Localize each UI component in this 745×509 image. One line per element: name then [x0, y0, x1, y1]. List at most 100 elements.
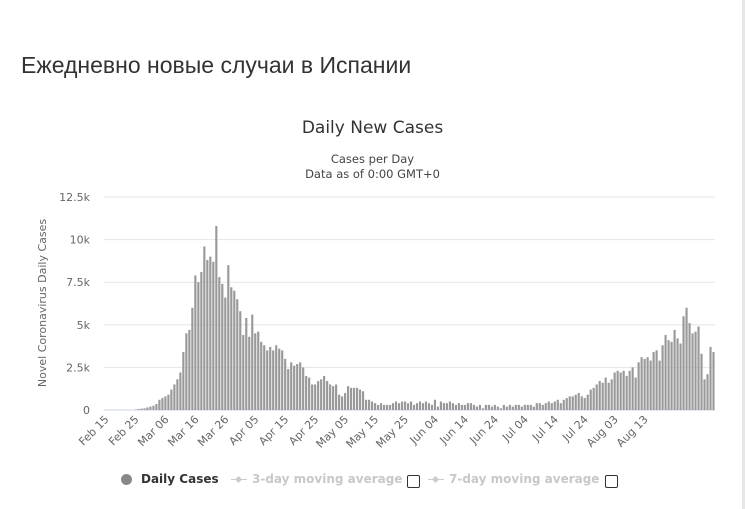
bar[interactable] [694, 331, 697, 410]
legend-item-3-day-average[interactable]: 3-day moving average [231, 472, 402, 486]
bar[interactable] [161, 398, 164, 410]
bar[interactable] [469, 403, 472, 410]
bar[interactable] [197, 282, 200, 410]
bar[interactable] [391, 403, 395, 410]
bar[interactable] [619, 372, 622, 410]
bar[interactable] [685, 307, 688, 410]
bar[interactable] [637, 362, 640, 410]
bar[interactable] [517, 404, 520, 410]
bar[interactable] [164, 396, 167, 410]
legend-checkbox-3-day-average[interactable] [407, 475, 420, 488]
bar[interactable] [538, 403, 541, 410]
bar[interactable] [287, 369, 290, 410]
bar[interactable] [167, 394, 170, 410]
bar[interactable] [607, 382, 610, 410]
bar[interactable] [457, 403, 460, 410]
bar[interactable] [466, 403, 469, 410]
bar[interactable] [451, 403, 455, 410]
bar[interactable] [439, 401, 443, 410]
bar[interactable] [577, 392, 580, 410]
bar[interactable] [376, 404, 380, 410]
bar[interactable] [565, 398, 568, 410]
bar[interactable] [664, 335, 667, 410]
bar[interactable] [191, 307, 194, 410]
bar[interactable] [430, 404, 434, 410]
bar[interactable] [433, 399, 437, 410]
bar[interactable] [502, 404, 505, 410]
bar[interactable] [658, 360, 661, 410]
bar[interactable] [155, 404, 158, 410]
bar[interactable] [394, 401, 398, 410]
legend-checkbox-7-day-average[interactable] [605, 475, 618, 488]
bar[interactable] [212, 261, 215, 410]
bar[interactable] [320, 379, 323, 410]
bar[interactable] [508, 404, 511, 410]
bar[interactable] [610, 379, 613, 410]
legend-item-daily-cases[interactable]: Daily Cases [121, 472, 219, 486]
bar[interactable] [679, 343, 682, 410]
bar[interactable] [245, 317, 248, 410]
bar[interactable] [373, 403, 377, 410]
bar[interactable] [182, 352, 185, 410]
bar[interactable] [403, 401, 407, 410]
bar[interactable] [703, 379, 706, 410]
bar[interactable] [242, 335, 245, 410]
bar[interactable] [544, 403, 547, 410]
bar[interactable] [311, 384, 314, 410]
bar[interactable] [170, 389, 173, 410]
bar[interactable] [218, 277, 221, 410]
bar[interactable] [272, 350, 275, 410]
bar[interactable] [442, 403, 446, 410]
bar[interactable] [188, 329, 191, 410]
bar[interactable] [682, 316, 685, 410]
bar[interactable] [478, 404, 481, 410]
bar[interactable] [547, 401, 550, 410]
bar[interactable] [634, 377, 637, 410]
bar[interactable] [185, 333, 188, 410]
bar[interactable] [308, 377, 311, 410]
bar[interactable] [622, 370, 625, 410]
legend-item-7-day-average[interactable]: 7-day moving average [428, 472, 599, 486]
bar[interactable] [233, 290, 236, 410]
bar[interactable] [493, 404, 496, 410]
bar[interactable] [424, 401, 428, 410]
bar[interactable] [640, 357, 643, 410]
bar[interactable] [460, 404, 463, 410]
bar[interactable] [284, 358, 287, 410]
bar[interactable] [263, 345, 266, 410]
bar[interactable] [239, 311, 242, 410]
bar[interactable] [257, 331, 260, 410]
bar[interactable] [143, 408, 146, 410]
bar[interactable] [649, 360, 652, 410]
bar[interactable] [397, 403, 401, 410]
bar[interactable] [275, 345, 278, 410]
bar[interactable] [481, 408, 484, 410]
bar[interactable] [224, 297, 227, 410]
bar[interactable] [149, 406, 152, 410]
bar[interactable] [359, 389, 362, 410]
bar[interactable] [598, 381, 601, 410]
bar[interactable] [700, 353, 703, 410]
bar[interactable] [448, 401, 452, 410]
bar[interactable] [179, 372, 182, 410]
bar[interactable] [338, 394, 341, 410]
bar[interactable] [293, 365, 296, 410]
bar[interactable] [248, 336, 251, 410]
bar[interactable] [299, 362, 302, 410]
bar[interactable] [370, 401, 374, 410]
bar[interactable] [496, 406, 499, 410]
bar[interactable] [520, 406, 523, 410]
bar[interactable] [209, 256, 212, 410]
bar[interactable] [347, 386, 350, 410]
bar[interactable] [628, 370, 631, 410]
bar[interactable] [362, 391, 365, 410]
bar[interactable] [203, 246, 206, 410]
bar[interactable] [206, 260, 209, 410]
bar[interactable] [329, 384, 332, 410]
bar[interactable] [344, 392, 347, 410]
bar[interactable] [556, 399, 559, 410]
bar[interactable] [158, 399, 161, 410]
bar[interactable] [532, 406, 535, 410]
bar[interactable] [302, 367, 305, 410]
bar[interactable] [583, 398, 586, 410]
